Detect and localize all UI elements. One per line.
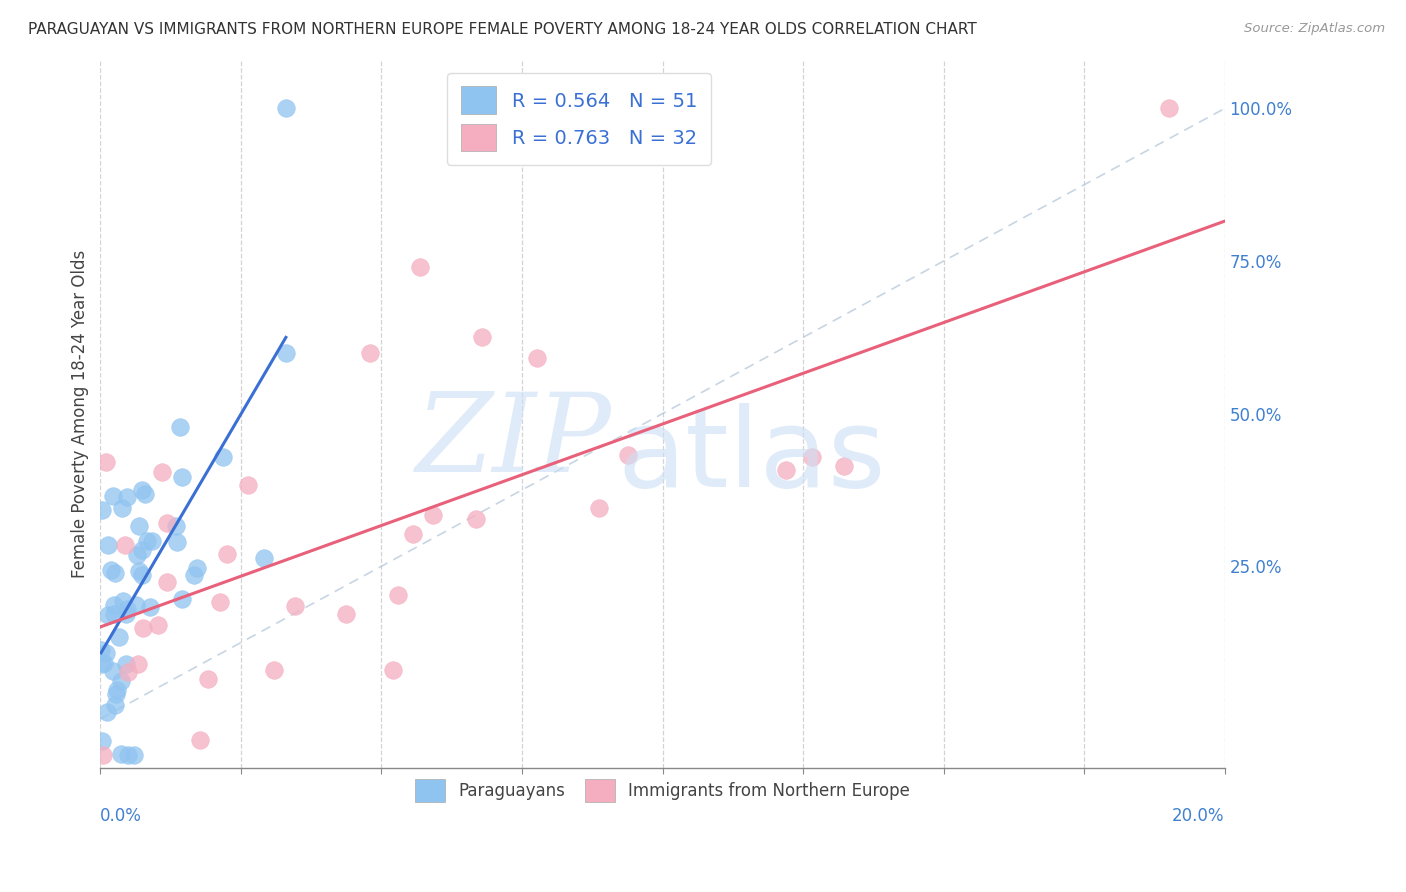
- Point: [263, 663, 285, 677]
- Point: [100, 563, 122, 577]
- Text: atlas: atlas: [617, 402, 886, 509]
- Point: [108, 630, 131, 644]
- Point: [91, 748, 114, 763]
- Point: [115, 657, 138, 671]
- Point: [97, 538, 120, 552]
- Point: [127, 657, 149, 671]
- Point: [90, 642, 112, 657]
- Point: [166, 534, 188, 549]
- Point: [141, 534, 163, 549]
- Text: 20.0%: 20.0%: [1173, 806, 1225, 824]
- Point: [131, 483, 153, 498]
- Point: [170, 591, 193, 606]
- Text: 0.0%: 0.0%: [100, 806, 142, 824]
- Point: [146, 618, 169, 632]
- Point: [359, 345, 381, 359]
- Point: [471, 330, 494, 344]
- Point: [115, 602, 138, 616]
- Point: [274, 102, 297, 116]
- Point: [186, 561, 208, 575]
- Point: [588, 500, 610, 515]
- Point: [422, 508, 444, 523]
- Point: [110, 674, 132, 689]
- Point: [104, 686, 127, 700]
- Point: [125, 598, 148, 612]
- Point: [139, 600, 162, 615]
- Point: [274, 345, 297, 359]
- Point: [127, 548, 149, 562]
- Point: [169, 420, 191, 434]
- Point: [114, 538, 136, 552]
- Point: [131, 621, 153, 635]
- Point: [101, 664, 124, 678]
- Point: [134, 487, 156, 501]
- Point: [96, 705, 118, 719]
- Point: [801, 450, 824, 465]
- Point: [103, 598, 125, 612]
- Point: [209, 595, 232, 609]
- Point: [96, 646, 118, 660]
- Point: [335, 607, 357, 621]
- Point: [101, 489, 124, 503]
- Point: [91, 503, 114, 517]
- Point: [775, 463, 797, 477]
- Y-axis label: Female Poverty Among 18-24 Year Olds: Female Poverty Among 18-24 Year Olds: [72, 250, 89, 578]
- Point: [526, 351, 548, 366]
- Point: [110, 747, 132, 761]
- Point: [115, 491, 138, 505]
- Point: [131, 543, 153, 558]
- Point: [616, 448, 638, 462]
- Point: [156, 575, 179, 590]
- Point: [103, 607, 125, 622]
- Point: [111, 594, 134, 608]
- Point: [136, 534, 159, 549]
- Point: [165, 519, 187, 533]
- Point: [284, 599, 307, 613]
- Point: [156, 516, 179, 530]
- Point: [128, 519, 150, 533]
- Point: [131, 567, 153, 582]
- Point: [212, 450, 235, 464]
- Point: [409, 260, 432, 275]
- Point: [464, 512, 486, 526]
- Point: [115, 607, 138, 621]
- Point: [150, 466, 173, 480]
- Point: [236, 478, 259, 492]
- Point: [117, 748, 139, 763]
- Legend: Paraguayans, Immigrants from Northern Europe: Paraguayans, Immigrants from Northern Eu…: [408, 772, 917, 809]
- Point: [402, 526, 425, 541]
- Point: [253, 551, 276, 566]
- Point: [91, 733, 114, 747]
- Text: ZIP: ZIP: [416, 388, 612, 496]
- Point: [387, 588, 409, 602]
- Point: [104, 698, 127, 713]
- Point: [93, 657, 115, 671]
- Point: [188, 733, 211, 747]
- Point: [105, 683, 128, 698]
- Point: [381, 663, 404, 677]
- Text: PARAGUAYAN VS IMMIGRANTS FROM NORTHERN EUROPE FEMALE POVERTY AMONG 18-24 YEAR OL: PARAGUAYAN VS IMMIGRANTS FROM NORTHERN E…: [28, 22, 977, 37]
- Point: [117, 665, 139, 679]
- Point: [832, 459, 855, 474]
- Point: [122, 748, 145, 763]
- Point: [1157, 102, 1180, 116]
- Point: [97, 607, 120, 622]
- Point: [183, 567, 205, 582]
- Point: [217, 547, 239, 561]
- Point: [91, 657, 114, 672]
- Point: [172, 470, 194, 484]
- Text: Source: ZipAtlas.com: Source: ZipAtlas.com: [1244, 22, 1385, 36]
- Point: [104, 566, 127, 581]
- Point: [197, 672, 219, 686]
- Point: [94, 454, 117, 468]
- Point: [128, 564, 150, 578]
- Point: [111, 501, 134, 516]
